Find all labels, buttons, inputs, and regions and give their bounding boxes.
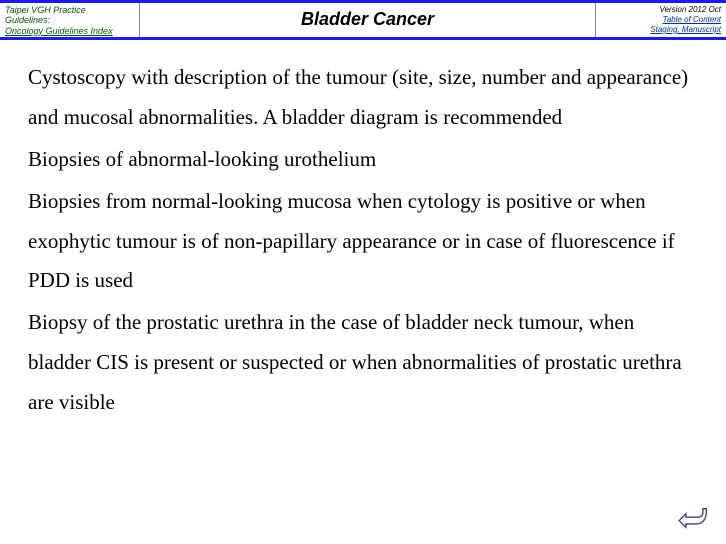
header-left: Taipei VGH Practice Guidelines: Oncology…	[0, 3, 140, 37]
paragraph-1: Cystoscopy with description of the tumou…	[28, 58, 698, 138]
oncology-index-link[interactable]: Oncology Guidelines Index	[5, 26, 134, 36]
page-title: Bladder Cancer	[140, 3, 596, 37]
back-return-icon[interactable]	[674, 505, 708, 536]
guidelines-label: Guidelines:	[5, 15, 134, 25]
paragraph-4: Biopsy of the prostatic urethra in the c…	[28, 303, 698, 423]
content-area: Cystoscopy with description of the tumou…	[0, 40, 726, 435]
version-label: Version 2012 Oct	[599, 5, 721, 15]
header-bar: Taipei VGH Practice Guidelines: Oncology…	[0, 0, 726, 40]
staging-link[interactable]: Staging, Manuscript	[599, 25, 721, 35]
practice-guidelines-label: Taipei VGH Practice	[5, 5, 134, 15]
paragraph-3: Biopsies from normal-looking mucosa when…	[28, 182, 698, 302]
paragraph-2: Biopsies of abnormal-looking urothelium	[28, 140, 698, 180]
header-right: Version 2012 Oct Table of Content Stagin…	[596, 3, 726, 37]
toc-link[interactable]: Table of Content	[599, 15, 721, 25]
